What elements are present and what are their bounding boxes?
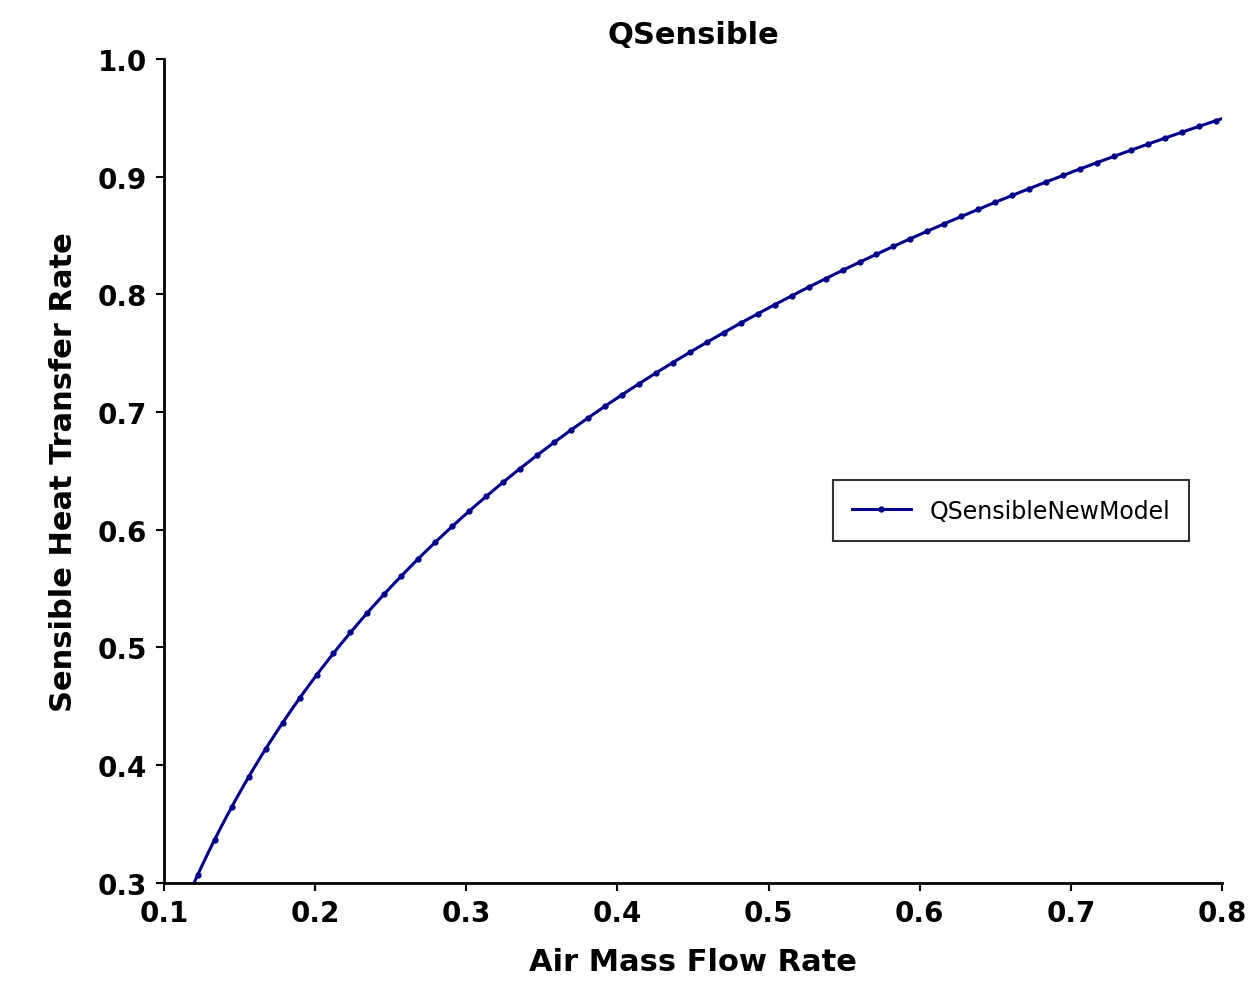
Legend: QSensibleNewModel: QSensibleNewModel	[833, 480, 1189, 542]
QSensibleNewModel	[156, 951, 171, 963]
Title: QSensible: QSensible	[607, 20, 779, 49]
QSensibleNewModel	[1023, 183, 1038, 195]
QSensibleNewModel	[786, 290, 801, 302]
X-axis label: Air Mass Flow Rate: Air Mass Flow Rate	[529, 947, 857, 976]
QSensibleNewModel	[659, 361, 674, 373]
QSensibleNewModel	[730, 320, 745, 332]
QSensibleNewModel	[1189, 122, 1205, 134]
Line: QSensibleNewModel: QSensibleNewModel	[161, 117, 1225, 959]
QSensibleNewModel	[1215, 113, 1230, 125]
Y-axis label: Sensible Heat Transfer Rate: Sensible Heat Transfer Rate	[49, 232, 78, 711]
QSensibleNewModel	[665, 357, 680, 369]
